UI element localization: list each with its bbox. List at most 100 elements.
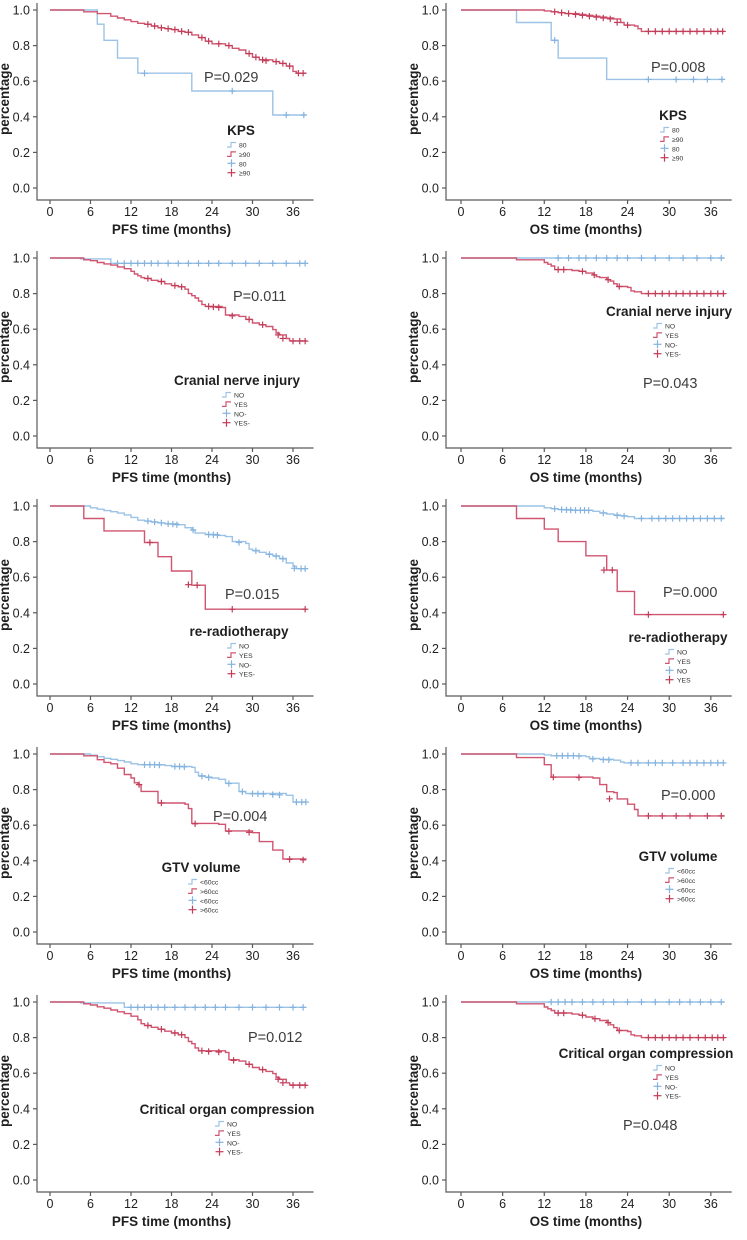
axes: [36, 3, 314, 201]
legend-censor-glyph-blue: [653, 1082, 662, 1091]
legend-entry-label: <60cc: [677, 887, 696, 894]
legend-gtv-volume-os: GTV volume <60cc >60cc <60cc >60cc: [639, 849, 718, 904]
x-tick-label: 12: [537, 205, 551, 219]
y-tick-label: 0.0: [13, 1174, 30, 1188]
x-tick-label: 6: [499, 1197, 506, 1211]
legend-step-glyph-blue: [653, 322, 662, 329]
p-value-label: P=0.000: [661, 788, 715, 804]
legend-entry-label: >60cc: [677, 897, 696, 904]
km-panel-re-radiotherapy-pfs: 0.0 0.2 0.4 0.6 0.8 1.0 0 6 12 18 24 30 36 PFS time (…: [0, 496, 373, 744]
legend-re-radiotherapy-os: re-radiotherapy NO YES NO YES: [628, 630, 728, 685]
x-tick-label: 36: [704, 701, 718, 715]
km-chart-gtv-volume-pfs: 0.0 0.2 0.4 0.6 0.8 1.0 0 6 12 18 24 30 36 PFS time (…: [0, 747, 314, 981]
series-cranial-nerve-injury-os-YES: [461, 257, 725, 295]
y-tick-label: 0.6: [422, 1067, 439, 1081]
legend-cranial-nerve-injury-pfs: Cranial nerve injury NO YES NO- YES-: [174, 373, 301, 428]
km-panel-kps-os: 0.0 0.2 0.4 0.6 0.8 1.0 0 6 12 18 24 30 36 OS time (m…: [373, 0, 746, 248]
censor-marks-cranial-nerve-injury-pfs-NO: [114, 260, 309, 267]
x-tick-label: 36: [704, 205, 718, 219]
x-axis-title: OS time (months): [530, 222, 643, 237]
legend-entry-label: YES: [239, 653, 253, 660]
legend-entry-label: NO: [665, 324, 675, 331]
km-chart-cranial-nerve-injury-pfs: 0.0 0.2 0.4 0.6 0.8 1.0 0 6 12 18 24 30 36 PFS time (…: [0, 251, 314, 485]
x-tick-label: 30: [246, 701, 260, 715]
legend-re-radiotherapy-pfs: re-radiotherapy NO YES NO- YES-: [189, 624, 289, 679]
x-tick-label: 30: [246, 1197, 260, 1211]
x-tick-label: 6: [499, 453, 506, 467]
legend-entry-label: >60cc: [200, 908, 219, 915]
series-gtv-volume-pfs->60cc: [50, 753, 307, 860]
y-tick-label: 0.0: [422, 926, 439, 940]
km-chart-re-radiotherapy-os: 0.0 0.2 0.4 0.6 0.8 1.0 0 6 12 18 24 30 36 OS time (m…: [406, 499, 732, 733]
censor-marks-critical-organ-compression-os-NO: [548, 998, 725, 1006]
x-tick-label: 36: [704, 453, 718, 467]
y-tick-label: 0.2: [422, 642, 439, 656]
y-tick-label: 1.0: [422, 748, 439, 762]
legend-censor-glyph-red: [227, 669, 236, 678]
km-panel-gtv-volume-os: 0.0 0.2 0.4 0.6 0.8 1.0 0 6 12 18 24 30 36 OS time (m…: [373, 744, 746, 992]
legend-step-glyph-blue: [227, 642, 236, 649]
legend-title: GTV volume: [639, 849, 718, 864]
y-tick-label: 0.2: [13, 642, 30, 656]
x-tick-label: 24: [621, 205, 635, 219]
y-tick-label: 0.2: [13, 394, 30, 408]
x-tick-label: 6: [499, 701, 506, 715]
km-panel-critical-organ-compression-os: 0.0 0.2 0.4 0.6 0.8 1.0 0 6 12 18 24 30 36 OS time (m…: [373, 992, 746, 1240]
legend-censor-glyph-red: [660, 153, 669, 162]
legend-censor-glyph-blue: [215, 1138, 224, 1147]
x-axis-title: PFS time (months): [112, 1214, 231, 1229]
km-panel-cranial-nerve-injury-pfs: 0.0 0.2 0.4 0.6 0.8 1.0 0 6 12 18 24 30 36 PFS time (…: [0, 248, 373, 496]
y-tick-label: 0.2: [13, 146, 30, 160]
y-axis-title: percentage: [0, 1054, 12, 1127]
y-tick-label: 0.8: [13, 287, 30, 301]
y-axis-title: percentage: [406, 558, 421, 631]
legend-step-glyph-red: [188, 888, 197, 894]
series-critical-organ-compression-pfs-YES: [50, 1001, 307, 1086]
x-tick-label: 18: [579, 453, 593, 467]
y-tick-label: 0.4: [13, 854, 30, 868]
x-tick-label: 12: [124, 701, 138, 715]
legend-title: Cranial nerve injury: [174, 373, 301, 388]
x-axis-title: PFS time (months): [112, 718, 231, 733]
axes: [36, 995, 314, 1193]
legend-censor-glyph-blue: [665, 885, 674, 894]
legend-entry-label: NO: [239, 644, 249, 651]
y-axis-title: percentage: [0, 558, 12, 631]
legend-entry-label: 80: [672, 146, 680, 153]
x-tick-label: 24: [205, 205, 219, 219]
legend-censor-glyph-red: [665, 894, 674, 903]
y-tick-label: 0.4: [422, 1102, 439, 1116]
legend-entry-label: ≥90: [672, 156, 684, 163]
legend-entry-label: <60cc: [677, 869, 696, 876]
km-panel-critical-organ-compression-pfs: 0.0 0.2 0.4 0.6 0.8 1.0 0 6 12 18 24 30 36 PFS time (…: [0, 992, 373, 1240]
legend-censor-glyph-red: [653, 1091, 662, 1100]
km-chart-re-radiotherapy-pfs: 0.0 0.2 0.4 0.6 0.8 1.0 0 6 12 18 24 30 36 PFS time (…: [0, 499, 314, 733]
series-critical-organ-compression-pfs-NO: [50, 1001, 307, 1008]
x-tick-label: 12: [124, 1197, 138, 1211]
x-tick-label: 18: [165, 1197, 179, 1211]
axes: [36, 499, 314, 697]
y-tick-label: 0.8: [422, 287, 439, 301]
km-chart-gtv-volume-os: 0.0 0.2 0.4 0.6 0.8 1.0 0 6 12 18 24 30 36 OS time (m…: [406, 747, 732, 981]
y-tick-label: 1.0: [422, 996, 439, 1010]
legend-censor-glyph-red: [222, 418, 231, 427]
y-axis-ticks: 0.0 0.2 0.4 0.6 0.8 1.0: [13, 4, 37, 196]
legend-entry-label: NO: [234, 393, 244, 400]
legend-step-glyph-blue: [227, 141, 236, 148]
x-tick-label: 30: [662, 453, 676, 467]
censor-marks-gtv-volume-pfs-<60cc: [141, 761, 310, 806]
legend-entry-label: NO-: [239, 662, 251, 669]
legend-entry-label: YES-: [665, 352, 681, 359]
km-panel-cranial-nerve-injury-os: 0.0 0.2 0.4 0.6 0.8 1.0 0 6 12 18 24 30 36 OS time (m…: [373, 248, 746, 496]
legend-entry-label: NO-: [665, 342, 677, 349]
y-tick-label: 1.0: [13, 4, 30, 18]
y-tick-label: 0.2: [13, 1138, 30, 1152]
legend-title: GTV volume: [162, 860, 241, 875]
y-tick-label: 0.2: [13, 890, 30, 904]
axes: [36, 747, 314, 945]
y-tick-label: 1.0: [422, 252, 439, 266]
censor-marks-cranial-nerve-injury-os-YES: [554, 266, 727, 297]
censor-marks-critical-organ-compression-pfs-NO: [127, 1004, 307, 1011]
x-axis-ticks: 0 6 12 18 24 30 36: [47, 448, 300, 467]
y-axis-ticks: 0.0 0.2 0.4 0.6 0.8 1.0: [422, 748, 446, 940]
